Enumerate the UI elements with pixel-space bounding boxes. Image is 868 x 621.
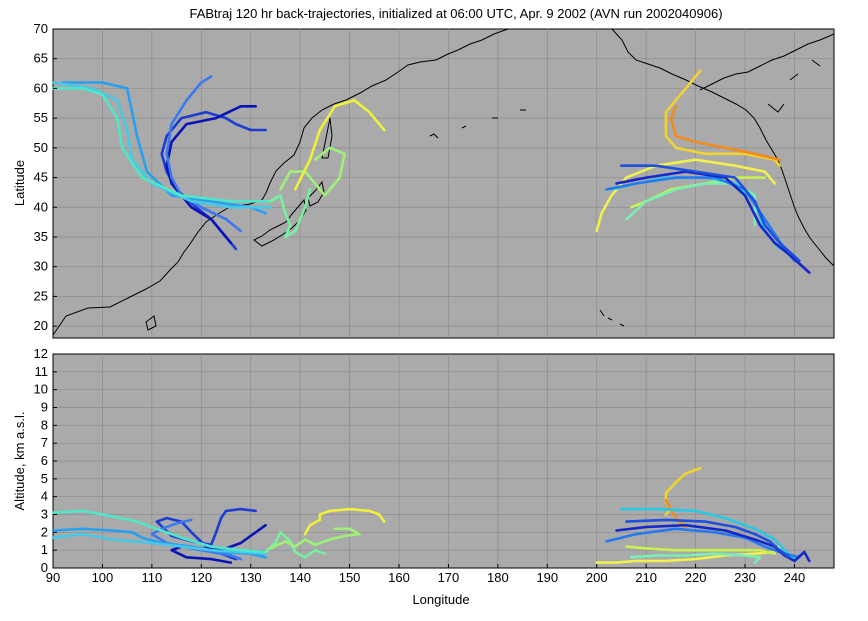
y-tick-label: 9 bbox=[41, 400, 48, 415]
trajectory-line bbox=[269, 188, 312, 239]
x-tick-label: 150 bbox=[339, 570, 361, 585]
y-tick-label: 3 bbox=[41, 507, 48, 522]
trajectory-line bbox=[51, 81, 272, 209]
y-tick-label: 30 bbox=[34, 259, 48, 274]
map-y-ticks: 20 25 30 35 40 45 50 55 60 65 70 bbox=[34, 21, 57, 333]
x-tick-label: 90 bbox=[46, 570, 60, 585]
y-tick-label: 1 bbox=[41, 542, 48, 557]
map-y-axis-label: Latitude bbox=[12, 160, 27, 206]
trajectory-line bbox=[630, 552, 762, 564]
y-tick-label: 12 bbox=[34, 346, 48, 361]
trajectory-line bbox=[51, 532, 267, 555]
map-grid bbox=[53, 29, 834, 338]
y-tick-label: 20 bbox=[34, 318, 48, 333]
map-trajectories bbox=[51, 69, 811, 274]
y-tick-label: 50 bbox=[34, 140, 48, 155]
y-tick-label: 40 bbox=[34, 199, 48, 214]
y-tick-label: 10 bbox=[34, 382, 48, 397]
trajectory-line bbox=[165, 75, 243, 233]
y-tick-label: 65 bbox=[34, 51, 48, 66]
y-tick-label: 11 bbox=[35, 364, 49, 379]
figure-title: FABtraj 120 hr back-trajectories, initia… bbox=[189, 6, 722, 21]
x-tick-label: 160 bbox=[388, 570, 410, 585]
x-tick-label: 140 bbox=[289, 570, 311, 585]
altitude-x-ticks: 90 100 110 120 130 140 150 160 170 180 190 200 210 22… bbox=[46, 564, 806, 585]
y-tick-label: 55 bbox=[34, 110, 48, 125]
x-tick-label: 180 bbox=[487, 570, 509, 585]
y-tick-label: 45 bbox=[34, 170, 48, 185]
x-tick-label: 240 bbox=[784, 570, 806, 585]
x-tick-label: 220 bbox=[685, 570, 707, 585]
x-tick-label: 200 bbox=[586, 570, 608, 585]
trajectory-line bbox=[61, 81, 267, 215]
y-tick-label: 6 bbox=[41, 453, 48, 468]
x-tick-label: 120 bbox=[190, 570, 212, 585]
x-tick-label: 110 bbox=[141, 570, 162, 585]
trajectory-line bbox=[620, 507, 796, 561]
trajectory-line bbox=[664, 69, 781, 167]
y-tick-label: 0 bbox=[41, 560, 48, 575]
x-tick-label: 170 bbox=[438, 570, 460, 585]
x-tick-label: 230 bbox=[734, 570, 756, 585]
y-tick-label: 25 bbox=[34, 288, 48, 303]
trajectory-line bbox=[165, 105, 257, 245]
y-tick-label: 4 bbox=[41, 489, 48, 504]
trajectory-line bbox=[155, 507, 257, 561]
y-tick-label: 35 bbox=[34, 229, 48, 244]
altitude-y-axis-label: Altitude, km a.s.l. bbox=[12, 412, 27, 511]
trajectory-line bbox=[615, 523, 811, 563]
trajectory-line bbox=[625, 518, 791, 559]
y-tick-label: 70 bbox=[34, 21, 48, 36]
trajectory-line bbox=[625, 182, 757, 227]
trajectory-line bbox=[51, 509, 267, 554]
trajectory-line bbox=[303, 507, 386, 536]
x-tick-label: 190 bbox=[536, 570, 558, 585]
y-tick-label: 2 bbox=[41, 524, 48, 539]
x-tick-label: 130 bbox=[240, 570, 262, 585]
trajectory-line bbox=[625, 545, 776, 555]
trajectory-line bbox=[620, 164, 801, 263]
altitude-trajectories bbox=[51, 466, 811, 564]
trajectory-line bbox=[269, 527, 361, 550]
y-tick-label: 60 bbox=[34, 80, 48, 95]
y-tick-label: 5 bbox=[41, 471, 48, 486]
y-tick-label: 8 bbox=[41, 417, 48, 432]
map-coastlines bbox=[52, 28, 835, 336]
x-tick-label: 100 bbox=[92, 570, 114, 585]
trajectory-line bbox=[669, 105, 781, 161]
x-tick-label: 210 bbox=[635, 570, 657, 585]
trajectory-line bbox=[615, 170, 811, 274]
y-tick-label: 7 bbox=[41, 435, 48, 450]
trajectory-line bbox=[279, 146, 346, 197]
trajectory-line bbox=[293, 99, 386, 191]
map-panel: 20 25 30 35 40 45 50 55 60 65 70 Latitude bbox=[12, 21, 835, 339]
trajectory-line bbox=[664, 498, 687, 529]
x-axis-label: Longitude bbox=[412, 592, 469, 607]
trajectory-line bbox=[51, 87, 272, 203]
